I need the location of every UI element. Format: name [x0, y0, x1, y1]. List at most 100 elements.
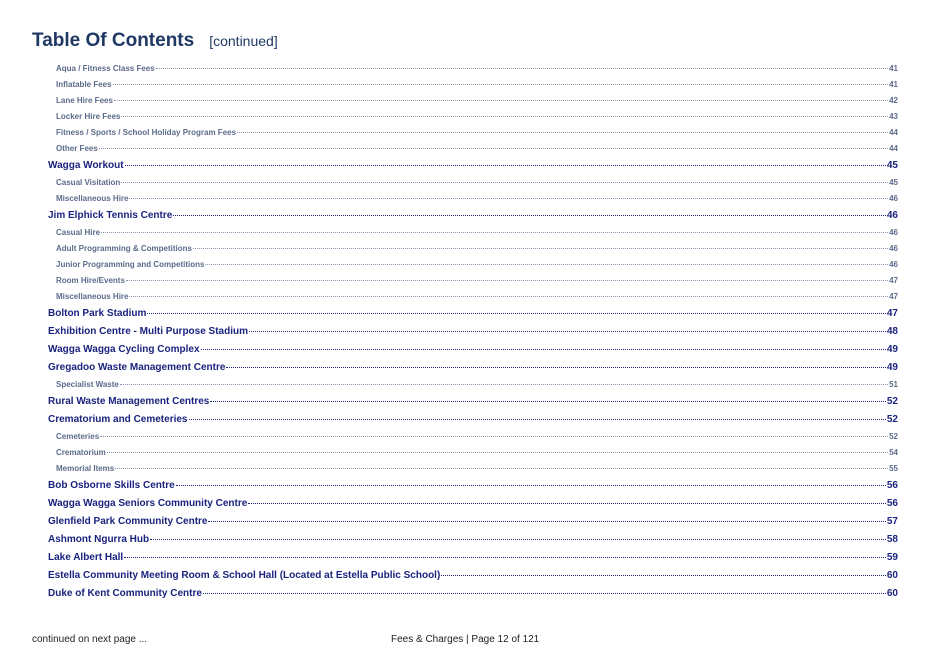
toc-entry-page-number: 47 — [889, 292, 898, 301]
toc-entry-page-number: 41 — [889, 64, 898, 73]
toc-entry-subsection[interactable]: Lane Hire Fees 42 — [48, 96, 898, 112]
toc-entry-label: Casual Visitation — [56, 178, 121, 187]
toc-entry-subsection[interactable]: Casual Hire 46 — [48, 228, 898, 244]
toc-entry-subsection[interactable]: Crematorium 54 — [48, 448, 898, 464]
toc-entry-label: Rural Waste Management Centres — [48, 396, 210, 407]
toc-entry-page-number: 41 — [889, 80, 898, 89]
toc-entry-label: Wagga Wagga Seniors Community Centre — [48, 498, 248, 509]
toc-entry-page-number: 60 — [886, 570, 898, 581]
dot-leader — [193, 248, 889, 249]
toc-entry-subsection[interactable]: Room Hire/Events 47 — [48, 276, 898, 292]
toc-entry-subsection[interactable]: Inflatable Fees 41 — [48, 80, 898, 96]
toc-entry-label: Bob Osborne Skills Centre — [48, 480, 175, 491]
dot-leader — [121, 116, 889, 117]
toc-entry-page-number: 46 — [886, 210, 898, 221]
toc-entry-page-number: 55 — [889, 464, 898, 473]
toc-entry-section[interactable]: Bob Osborne Skills Centre 56 — [48, 480, 898, 498]
toc-entry-page-number: 54 — [889, 448, 898, 457]
toc-entry-label: Room Hire/Events — [56, 276, 125, 285]
toc-entry-label: Jim Elphick Tennis Centre — [48, 210, 173, 221]
toc-entry-label: Glenfield Park Community Centre — [48, 516, 208, 527]
toc-entry-label: Inflatable Fees — [56, 80, 112, 89]
toc-entry-section[interactable]: Wagga Workout 45 — [48, 160, 898, 178]
toc-entry-label: Miscellaneous Hire — [56, 292, 129, 301]
toc-entry-section[interactable]: Estella Community Meeting Room & School … — [48, 570, 898, 588]
toc-entry-page-number: 49 — [886, 362, 898, 373]
page-number-info: Fees & Charges | Page 12 of 121 — [391, 634, 540, 645]
dot-leader — [173, 215, 886, 216]
dot-leader — [129, 198, 889, 199]
toc-entry-page-number: 46 — [889, 244, 898, 253]
dot-leader — [119, 384, 889, 385]
toc-entry-page-number: 43 — [889, 112, 898, 121]
toc-entry-section[interactable]: Wagga Wagga Seniors Community Centre 56 — [48, 498, 898, 516]
toc-entry-section[interactable]: Gregadoo Waste Management Centre 49 — [48, 362, 898, 380]
toc-entry-label: Crematorium and Cemeteries — [48, 414, 188, 425]
dot-leader — [113, 100, 889, 101]
toc-entry-label: Miscellaneous Hire — [56, 194, 129, 203]
dot-leader — [129, 296, 889, 297]
dot-leader — [249, 331, 886, 332]
toc-entry-page-number: 56 — [886, 480, 898, 491]
toc-entry-section[interactable]: Bolton Park Stadium 47 — [48, 308, 898, 326]
toc-entry-subsection[interactable]: Aqua / Fitness Class Fees 41 — [48, 64, 898, 80]
dot-leader — [150, 539, 886, 540]
dot-leader — [188, 419, 886, 420]
toc-entry-subsection[interactable]: Adult Programming & Competitions 46 — [48, 244, 898, 260]
dot-leader — [124, 165, 886, 166]
dot-leader — [147, 313, 886, 314]
toc-entry-label: Wagga Workout — [48, 160, 124, 171]
dot-leader — [115, 468, 889, 469]
toc-entry-subsection[interactable]: Other Fees 44 — [48, 144, 898, 160]
toc-entry-subsection[interactable]: Cemeteries 52 — [48, 432, 898, 448]
toc-entry-label: Aqua / Fitness Class Fees — [56, 64, 155, 73]
toc-entry-label: Gregadoo Waste Management Centre — [48, 362, 226, 373]
toc-entry-section[interactable]: Ashmont Ngurra Hub 58 — [48, 534, 898, 552]
toc-entry-subsection[interactable]: Junior Programming and Competitions 46 — [48, 260, 898, 276]
toc-entry-subsection[interactable]: Casual Visitation 45 — [48, 178, 898, 194]
toc-entry-label: Locker Hire Fees — [56, 112, 121, 121]
dot-leader — [205, 264, 889, 265]
dot-leader — [125, 280, 889, 281]
toc-entry-subsection[interactable]: Miscellaneous Hire 47 — [48, 292, 898, 308]
toc-entry-section[interactable]: Lake Albert Hall 59 — [48, 552, 898, 570]
toc-entry-subsection[interactable]: Miscellaneous Hire 46 — [48, 194, 898, 210]
toc-entry-subsection[interactable]: Specialist Waste 51 — [48, 380, 898, 396]
toc-entry-subsection[interactable]: Locker Hire Fees 43 — [48, 112, 898, 128]
toc-entry-label: Crematorium — [56, 448, 106, 457]
toc-entry-label: Cemeteries — [56, 432, 100, 441]
toc-entry-page-number: 52 — [886, 396, 898, 407]
dot-leader — [98, 148, 889, 149]
toc-entry-page-number: 48 — [886, 326, 898, 337]
toc-entry-page-number: 56 — [886, 498, 898, 509]
toc-entry-subsection[interactable]: Memorial Items 55 — [48, 464, 898, 480]
toc-entry-label: Lake Albert Hall — [48, 552, 124, 563]
toc-entry-section[interactable]: Wagga Wagga Cycling Complex 49 — [48, 344, 898, 362]
toc-entry-label: Lane Hire Fees — [56, 96, 113, 105]
toc-entry-section[interactable]: Rural Waste Management Centres 52 — [48, 396, 898, 414]
dot-leader — [248, 503, 886, 504]
page-subtitle: [continued] — [209, 33, 278, 49]
dot-leader — [237, 132, 889, 133]
toc-entry-label: Ashmont Ngurra Hub — [48, 534, 150, 545]
toc-entry-section[interactable]: Crematorium and Cemeteries 52 — [48, 414, 898, 432]
toc-entry-label: Exhibition Centre - Multi Purpose Stadiu… — [48, 326, 249, 337]
toc-entry-section[interactable]: Jim Elphick Tennis Centre 46 — [48, 210, 898, 228]
toc-entry-section[interactable]: Glenfield Park Community Centre 57 — [48, 516, 898, 534]
toc-entry-page-number: 46 — [889, 228, 898, 237]
toc-entry-label: Memorial Items — [56, 464, 115, 473]
toc-entry-label: Fitness / Sports / School Holiday Progra… — [56, 128, 237, 137]
dot-leader — [121, 182, 889, 183]
toc-entry-label: Other Fees — [56, 144, 98, 153]
toc-entry-page-number: 45 — [889, 178, 898, 187]
toc-entry-section[interactable]: Exhibition Centre - Multi Purpose Stadiu… — [48, 326, 898, 344]
dot-leader — [208, 521, 886, 522]
page-title: Table Of Contents — [32, 30, 195, 51]
toc-entry-section[interactable]: Duke of Kent Community Centre 60 — [48, 588, 898, 606]
toc-entry-page-number: 60 — [886, 588, 898, 599]
dot-leader — [202, 593, 886, 594]
toc-entry-label: Wagga Wagga Cycling Complex — [48, 344, 200, 355]
toc-entry-page-number: 59 — [886, 552, 898, 563]
dot-leader — [124, 557, 886, 558]
toc-entry-subsection[interactable]: Fitness / Sports / School Holiday Progra… — [48, 128, 898, 144]
